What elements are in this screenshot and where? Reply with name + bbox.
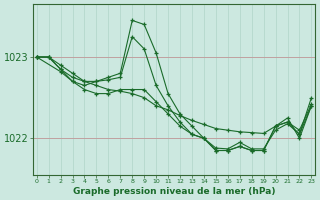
X-axis label: Graphe pression niveau de la mer (hPa): Graphe pression niveau de la mer (hPa) <box>73 187 275 196</box>
